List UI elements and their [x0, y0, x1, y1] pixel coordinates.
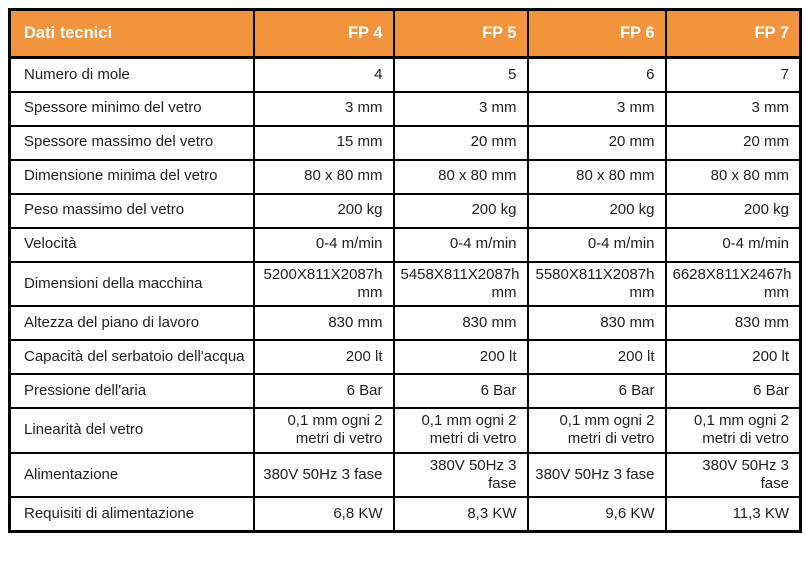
- value-cell-fp5: 5: [392, 56, 529, 93]
- header-cell-fp5: FP 5: [392, 8, 529, 59]
- value-cell-fp4: 15 mm: [252, 124, 395, 161]
- table-row: Velocità 0-4 m/min 0-4 m/min 0-4 m/min 0-4 m…: [8, 226, 802, 263]
- value-cell-fp4: 4: [252, 56, 395, 93]
- row-label: Capacità del serbatoio dell'acqua: [8, 339, 255, 376]
- table-row: Pressione dell'aria 6 Bar 6 Bar 6 Bar 6 Bar: [8, 373, 802, 410]
- table-row: Altezza del piano di lavoro 830 mm 830 mm 8…: [8, 305, 802, 342]
- row-label: Spessore minimo del vetro: [8, 90, 255, 127]
- value-cell-fp7: 0-4 m/min: [664, 226, 802, 263]
- table-row: Capacità del serbatoio dell'acqua 200 lt 2…: [8, 339, 802, 376]
- value-cell-fp7: 200 kg: [664, 192, 802, 229]
- value-cell-fp7: 200 lt: [664, 339, 802, 376]
- value-cell-fp6: 20 mm: [526, 124, 667, 161]
- value-cell-fp6: 0,1 mm ogni 2 metri di vetro: [526, 407, 667, 454]
- table-row: Numero di mole 4 5 6 7: [8, 56, 802, 93]
- value-cell-fp4: 80 x 80 mm: [252, 158, 395, 195]
- value-cell-fp7: 80 x 80 mm: [664, 158, 802, 195]
- value-cell-fp7: 20 mm: [664, 124, 802, 161]
- value-cell-fp6: 3 mm: [526, 90, 667, 127]
- value-cell-fp5: 5458X811X2087h mm: [392, 260, 529, 308]
- header-row: Dati tecnici FP 4 FP 5 FP 6 FP 7: [8, 8, 802, 59]
- row-label: Peso massimo del vetro: [8, 192, 255, 229]
- value-cell-fp6: 6 Bar: [526, 373, 667, 410]
- value-cell-fp7: 6 Bar: [664, 373, 802, 410]
- value-cell-fp5: 3 mm: [392, 90, 529, 127]
- value-cell-fp7: 7: [664, 56, 802, 93]
- row-label: Dimensioni della macchina: [8, 260, 255, 308]
- value-cell-fp6: 5580X811X2087h mm: [526, 260, 667, 308]
- value-cell-fp6: 200 kg: [526, 192, 667, 229]
- technical-data-table: Dati tecnici FP 4 FP 5 FP 6 FP 7 Numero …: [8, 8, 802, 533]
- value-cell-fp4: 3 mm: [252, 90, 395, 127]
- value-cell-fp7: 380V 50Hz 3 fase: [664, 451, 802, 499]
- value-cell-fp7: 6628X811X2467h mm: [664, 260, 802, 308]
- value-cell-fp6: 9,6 KW: [526, 496, 667, 533]
- row-label: Spessore massimo del vetro: [8, 124, 255, 161]
- table-row: Requisiti di alimentazione 6,8 KW 8,3 KW 9,…: [8, 496, 802, 533]
- value-cell-fp5: 6 Bar: [392, 373, 529, 410]
- row-label: Linearità del vetro: [8, 407, 255, 454]
- value-cell-fp5: 80 x 80 mm: [392, 158, 529, 195]
- table-row: Dimensioni della macchina 5200X811X2087h …: [8, 260, 802, 308]
- value-cell-fp6: 200 lt: [526, 339, 667, 376]
- value-cell-fp7: 11,3 KW: [664, 496, 802, 533]
- value-cell-fp7: 830 mm: [664, 305, 802, 342]
- row-label: Alimentazione: [8, 451, 255, 499]
- value-cell-fp4: 5200X811X2087h mm: [252, 260, 395, 308]
- value-cell-fp5: 830 mm: [392, 305, 529, 342]
- table-row: Linearità del vetro 0,1 mm ogni 2 metri d…: [8, 407, 802, 454]
- value-cell-fp4: 6,8 KW: [252, 496, 395, 533]
- header-cell-fp7: FP 7: [664, 8, 802, 59]
- table-row: Dimensione minima del vetro 80 x 80 mm 80 …: [8, 158, 802, 195]
- value-cell-fp6: 830 mm: [526, 305, 667, 342]
- value-cell-fp5: 380V 50Hz 3 fase: [392, 451, 529, 499]
- row-label: Dimensione minima del vetro: [8, 158, 255, 195]
- value-cell-fp4: 6 Bar: [252, 373, 395, 410]
- row-label: Altezza del piano di lavoro: [8, 305, 255, 342]
- value-cell-fp5: 0-4 m/min: [392, 226, 529, 263]
- table-body: Numero di mole 4 5 6 7 Spessore minimo del ve…: [8, 56, 802, 533]
- value-cell-fp6: 380V 50Hz 3 fase: [526, 451, 667, 499]
- value-cell-fp4: 0,1 mm ogni 2 metri di vetro: [252, 407, 395, 454]
- row-label: Requisiti di alimentazione: [8, 496, 255, 533]
- table-row: Spessore massimo del vetro 15 mm 20 mm 20 m…: [8, 124, 802, 161]
- header-cell-dati-tecnici: Dati tecnici: [8, 8, 255, 59]
- row-label: Numero di mole: [8, 56, 255, 93]
- value-cell-fp5: 8,3 KW: [392, 496, 529, 533]
- value-cell-fp6: 6: [526, 56, 667, 93]
- table-header: Dati tecnici FP 4 FP 5 FP 6 FP 7: [8, 8, 802, 59]
- value-cell-fp4: 200 kg: [252, 192, 395, 229]
- value-cell-fp4: 0-4 m/min: [252, 226, 395, 263]
- row-label: Velocità: [8, 226, 255, 263]
- value-cell-fp7: 0,1 mm ogni 2 metri di vetro: [664, 407, 802, 454]
- header-cell-fp6: FP 6: [526, 8, 667, 59]
- value-cell-fp5: 0,1 mm ogni 2 metri di vetro: [392, 407, 529, 454]
- value-cell-fp4: 200 lt: [252, 339, 395, 376]
- table-row: Spessore minimo del vetro 3 mm 3 mm 3 mm 3 m…: [8, 90, 802, 127]
- value-cell-fp5: 200 kg: [392, 192, 529, 229]
- value-cell-fp6: 0-4 m/min: [526, 226, 667, 263]
- header-cell-fp4: FP 4: [252, 8, 395, 59]
- value-cell-fp7: 3 mm: [664, 90, 802, 127]
- row-label: Pressione dell'aria: [8, 373, 255, 410]
- value-cell-fp5: 20 mm: [392, 124, 529, 161]
- value-cell-fp4: 380V 50Hz 3 fase: [252, 451, 395, 499]
- table-row: Peso massimo del vetro 200 kg 200 kg 200 kg…: [8, 192, 802, 229]
- table-row: Alimentazione 380V 50Hz 3 fase 380V 50Hz 3…: [8, 451, 802, 499]
- value-cell-fp4: 830 mm: [252, 305, 395, 342]
- value-cell-fp5: 200 lt: [392, 339, 529, 376]
- value-cell-fp6: 80 x 80 mm: [526, 158, 667, 195]
